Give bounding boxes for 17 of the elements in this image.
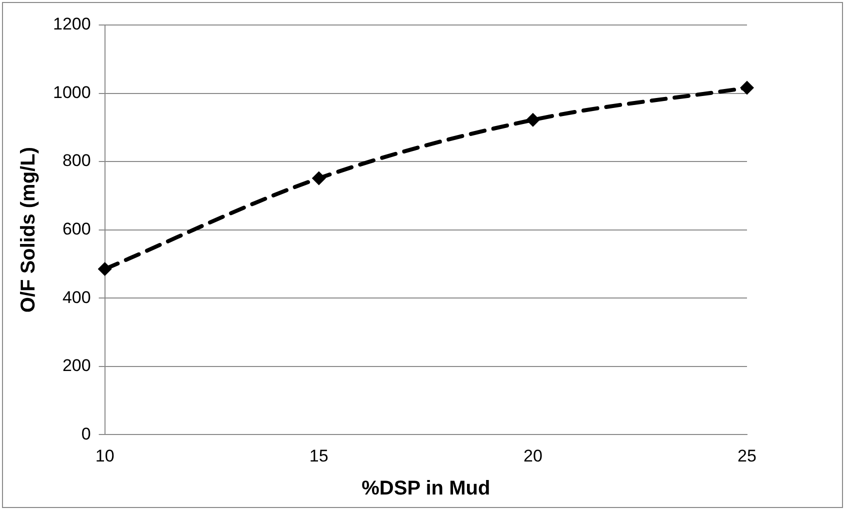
x-tick-label: 20 xyxy=(523,446,542,466)
y-tick-label: 600 xyxy=(62,219,91,238)
y-tick-label: 1200 xyxy=(52,14,91,34)
x-tick-label: 10 xyxy=(95,446,114,466)
x-tick-label: 25 xyxy=(738,446,756,466)
point xyxy=(98,262,112,276)
x-axis-title: %DSP in Mud xyxy=(362,478,490,500)
y-axis-title: O/F Solids (mg/L) xyxy=(18,147,40,313)
point xyxy=(312,171,326,186)
point xyxy=(740,80,754,95)
y-tick-label: 1000 xyxy=(52,82,91,102)
y-tick-label: 800 xyxy=(62,151,91,170)
y-tick-label: 0 xyxy=(81,424,91,444)
y-tick-label: 200 xyxy=(62,356,91,376)
x-tick-label: 15 xyxy=(309,446,328,466)
y-tick-label: 400 xyxy=(62,288,91,307)
point xyxy=(526,112,540,127)
